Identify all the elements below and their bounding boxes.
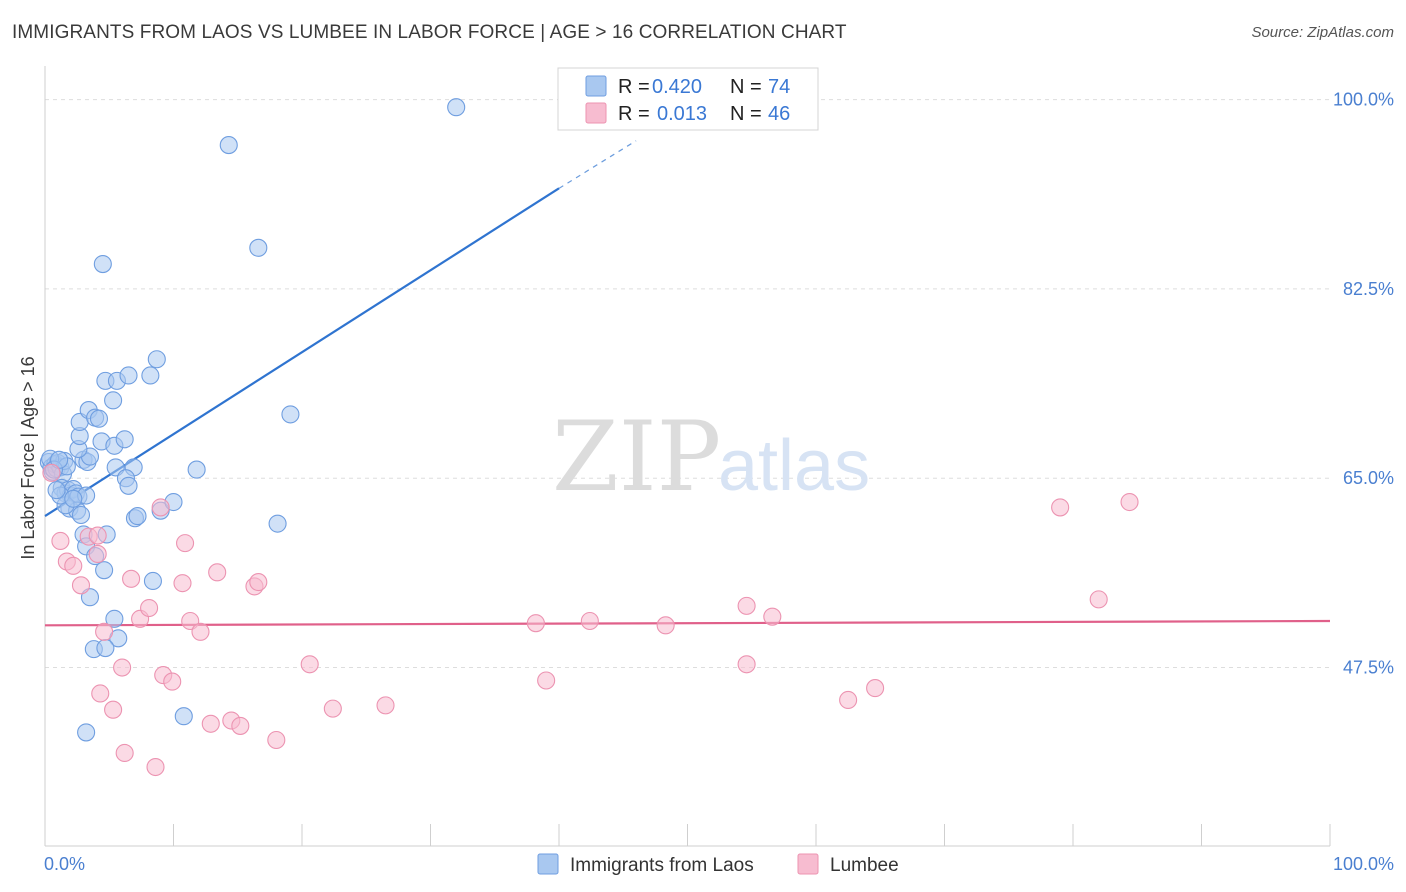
data-point-lumbee [866, 679, 885, 698]
bottom-legend: Immigrants from Laos Lumbee [537, 853, 899, 876]
chart-title: IMMIGRANTS FROM LAOS VS LUMBEE IN LABOR … [12, 22, 847, 43]
y-tick-label: 100.0% [1333, 90, 1394, 110]
data-point-laos [281, 405, 300, 424]
data-point-lumbee [839, 690, 858, 710]
data-point-laos [447, 98, 466, 117]
data-point-lumbee [191, 622, 210, 641]
data-point-lumbee [763, 607, 782, 626]
data-point-lumbee [580, 611, 599, 631]
trend-line-lumbee [44, 619, 1331, 627]
data-point-lumbee [737, 655, 756, 674]
data-point-lumbee [64, 556, 83, 575]
data-point-lumbee [537, 671, 556, 690]
data-point-laos [47, 481, 66, 500]
data-point-lumbee [526, 614, 545, 633]
data-point-lumbee [376, 696, 395, 715]
data-point-lumbee [140, 598, 159, 618]
bottom-legend-swatch-lumbee [797, 853, 819, 875]
data-point-laos [119, 476, 138, 495]
data-point-lumbee [173, 574, 192, 593]
data-point-lumbee [1051, 498, 1070, 517]
data-point-lumbee [71, 576, 91, 595]
legend-r-value-laos: 0.420 [652, 76, 702, 98]
data-point-laos [143, 571, 162, 591]
data-point-lumbee [95, 622, 114, 641]
legend-n-label-laos: N = [730, 76, 762, 98]
data-point-lumbee [201, 714, 220, 733]
data-point-lumbee [91, 684, 110, 703]
data-point-lumbee [163, 672, 182, 691]
data-point-lumbee [267, 730, 286, 750]
legend-n-value-lumbee: 46 [768, 103, 790, 125]
watermark-zip: ZIP [552, 401, 721, 513]
data-point-laos [95, 561, 114, 580]
data-point-laos [128, 507, 147, 526]
data-point-laos [115, 430, 134, 449]
legend-swatch-laos [585, 75, 607, 97]
data-point-lumbee [300, 655, 319, 674]
data-point-lumbee [151, 498, 170, 517]
data-point-laos [71, 505, 91, 525]
data-point-lumbee [176, 534, 195, 553]
data-point-laos [174, 707, 193, 726]
legend-swatch-lumbee [585, 102, 607, 124]
bottom-legend-label-laos: Immigrants from Laos [570, 855, 754, 876]
data-point-lumbee [249, 573, 268, 592]
bottom-legend-swatch-laos [537, 853, 559, 875]
data-point-laos [119, 366, 138, 385]
bottom-legend-label-lumbee: Lumbee [830, 855, 899, 876]
trend-line-laos-extension [558, 140, 637, 189]
legend-r-label-lumbee: R = [618, 103, 650, 125]
legend-n-label-lumbee: N = [730, 103, 762, 125]
trend-lines [44, 140, 1331, 627]
y-axis-label: In Labor Force | Age > 16 [18, 356, 38, 559]
data-point-lumbee [231, 716, 250, 735]
data-point-laos [268, 514, 287, 533]
data-point-lumbee [122, 569, 141, 588]
data-point-laos [93, 255, 112, 274]
data-point-lumbee [737, 596, 756, 615]
data-point-lumbee [1120, 492, 1139, 512]
data-point-lumbee [323, 699, 342, 718]
data-point-laos [89, 409, 109, 428]
data-point-lumbee [42, 463, 61, 482]
y-tick-label: 47.5% [1343, 658, 1394, 678]
legend-n-value-laos: 74 [768, 76, 790, 98]
data-point-lumbee [1089, 590, 1108, 609]
data-point-lumbee [113, 658, 132, 677]
y-tick-label: 65.0% [1343, 468, 1394, 488]
data-point-laos [147, 350, 166, 369]
data-point-lumbee [656, 616, 675, 635]
legend-r-value-lumbee: 0.013 [657, 103, 707, 125]
data-point-laos [64, 489, 83, 508]
data-point-laos [77, 723, 96, 742]
data-point-laos [141, 366, 160, 385]
data-point-lumbee [208, 563, 227, 582]
watermark: ZIP atlas [552, 401, 870, 513]
data-point-laos [249, 238, 268, 257]
x-tick-label-max: 100.0% [1333, 854, 1394, 874]
data-point-laos [105, 609, 124, 628]
data-point-lumbee [115, 743, 134, 763]
data-point-lumbee [104, 700, 123, 719]
data-point-laos [96, 639, 115, 658]
data-point-lumbee [146, 757, 165, 777]
watermark-atlas: atlas [718, 426, 870, 506]
data-point-lumbee [88, 526, 107, 545]
data-point-laos [219, 136, 238, 155]
x-tick-label-min: 0.0% [44, 854, 85, 874]
data-point-lumbee [88, 544, 107, 563]
data-points [39, 98, 1139, 777]
y-tick-label: 82.5% [1343, 279, 1394, 299]
data-point-laos [187, 460, 206, 479]
legend-box: R = 0.420 N = 74 R = 0.013 N = 46 [557, 67, 819, 131]
legend-r-label-laos: R = [618, 76, 650, 98]
data-point-lumbee [51, 531, 70, 551]
chart-source: Source: ZipAtlas.com [1251, 24, 1394, 41]
data-point-laos [104, 391, 123, 410]
